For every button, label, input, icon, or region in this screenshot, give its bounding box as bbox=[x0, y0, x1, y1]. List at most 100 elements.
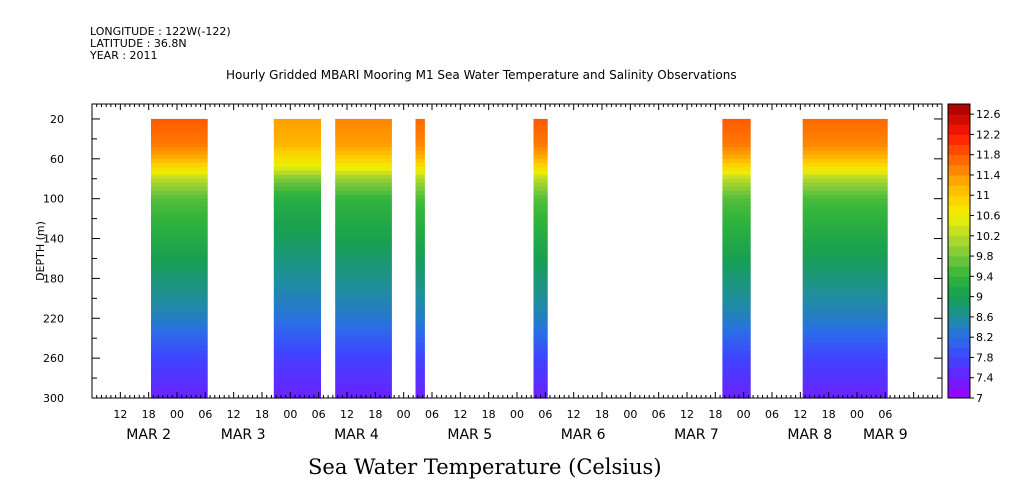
heat-cell bbox=[533, 206, 548, 212]
heat-cell bbox=[722, 386, 751, 391]
heat-cell bbox=[533, 190, 548, 196]
heat-cell bbox=[722, 222, 751, 228]
heat-cell bbox=[533, 262, 548, 268]
heat-cell bbox=[415, 346, 425, 351]
heat-cell bbox=[533, 242, 548, 248]
heat-cell bbox=[802, 194, 888, 200]
heat-cell bbox=[273, 310, 321, 315]
colorbar-swatch bbox=[948, 104, 970, 115]
heat-cell bbox=[335, 218, 392, 224]
heat-cell bbox=[415, 138, 425, 144]
heat-cell bbox=[533, 142, 548, 148]
heat-cell bbox=[802, 302, 888, 307]
heat-cell bbox=[151, 230, 208, 236]
heat-cell bbox=[335, 386, 392, 391]
heat-cell bbox=[415, 170, 425, 176]
heat-cell bbox=[151, 238, 208, 244]
heat-cell bbox=[273, 150, 321, 156]
heat-cell bbox=[415, 362, 425, 367]
x-hour-label: 12 bbox=[680, 408, 694, 421]
colorbar-label: 12.6 bbox=[976, 108, 1001, 121]
heat-cell bbox=[335, 282, 392, 287]
heat-cell bbox=[151, 382, 208, 387]
heat-cell bbox=[722, 322, 751, 327]
heat-cell bbox=[533, 250, 548, 256]
x-hour-label: 18 bbox=[595, 408, 609, 421]
heat-cell bbox=[802, 366, 888, 371]
heat-cell bbox=[335, 118, 392, 124]
colorbar-swatch bbox=[948, 114, 970, 125]
heat-cell bbox=[415, 270, 425, 275]
heat-cell bbox=[722, 302, 751, 307]
x-hour-label: 06 bbox=[312, 408, 326, 421]
heat-cell bbox=[273, 306, 321, 311]
heat-cell bbox=[335, 358, 392, 363]
heat-cell bbox=[722, 346, 751, 351]
heat-cell bbox=[335, 290, 392, 295]
heat-cell bbox=[802, 166, 888, 172]
heat-cell bbox=[335, 210, 392, 216]
heat-cell bbox=[802, 190, 888, 196]
heat-cell bbox=[802, 370, 888, 375]
heat-cell bbox=[335, 206, 392, 212]
heat-cell bbox=[151, 310, 208, 315]
heat-cell bbox=[722, 134, 751, 140]
heat-cell bbox=[533, 290, 548, 295]
data-segment-6 bbox=[722, 118, 751, 399]
heat-cell bbox=[533, 126, 548, 132]
heat-cell bbox=[415, 258, 425, 264]
heat-cell bbox=[722, 314, 751, 319]
heat-cell bbox=[415, 130, 425, 136]
heat-cell bbox=[151, 158, 208, 164]
heat-cell bbox=[722, 178, 751, 184]
heat-cell bbox=[533, 186, 548, 192]
heat-cell bbox=[722, 174, 751, 180]
heat-cell bbox=[722, 374, 751, 379]
heat-cell bbox=[722, 154, 751, 160]
heat-cell bbox=[335, 254, 392, 260]
heat-cell bbox=[273, 282, 321, 287]
heat-cell bbox=[151, 126, 208, 132]
heat-cell bbox=[273, 290, 321, 295]
heat-cell bbox=[415, 338, 425, 343]
heat-cell bbox=[802, 126, 888, 132]
colorbar-swatch bbox=[948, 256, 970, 267]
y-tick-label: 60 bbox=[50, 153, 64, 166]
heat-cell bbox=[151, 366, 208, 371]
heat-cell bbox=[533, 178, 548, 184]
heat-cell bbox=[533, 326, 548, 331]
heat-cell bbox=[151, 386, 208, 391]
heat-cell bbox=[533, 222, 548, 228]
heat-cell bbox=[335, 150, 392, 156]
heat-cell bbox=[273, 394, 321, 399]
heat-cell bbox=[533, 390, 548, 395]
heat-cell bbox=[335, 154, 392, 160]
x-date-label: MAR 5 bbox=[447, 427, 492, 443]
heat-cell bbox=[722, 366, 751, 371]
heat-cell bbox=[533, 158, 548, 164]
colorbar-swatch bbox=[948, 357, 970, 368]
heat-cell bbox=[273, 230, 321, 236]
heat-cell bbox=[722, 298, 751, 303]
heat-cell bbox=[533, 386, 548, 391]
heat-cell bbox=[335, 194, 392, 200]
heat-cell bbox=[151, 134, 208, 140]
heat-cell bbox=[151, 222, 208, 228]
colorbar-label: 10.2 bbox=[976, 230, 1001, 243]
heat-cell bbox=[722, 246, 751, 252]
heat-cell bbox=[151, 146, 208, 152]
x-hour-label: 18 bbox=[368, 408, 382, 421]
heat-cell bbox=[802, 306, 888, 311]
colorbar-swatch bbox=[948, 286, 970, 298]
x-hour-label: 06 bbox=[765, 408, 779, 421]
heat-cell bbox=[335, 354, 392, 359]
x-hour-label: 06 bbox=[538, 408, 552, 421]
heat-cell bbox=[151, 278, 208, 283]
heat-cell bbox=[533, 122, 548, 128]
heat-cell bbox=[533, 202, 548, 208]
heat-cell bbox=[273, 178, 321, 184]
heat-cell bbox=[722, 250, 751, 256]
colorbar-label: 11.8 bbox=[976, 149, 1001, 162]
heat-cell bbox=[722, 126, 751, 132]
heat-cell bbox=[533, 370, 548, 375]
